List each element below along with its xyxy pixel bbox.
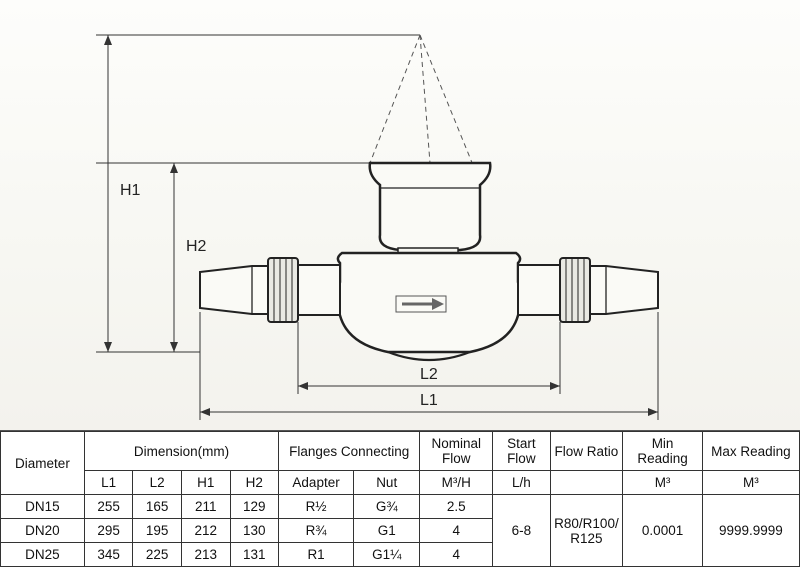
hdr-nominal-flow: Nominal Flow <box>420 432 493 471</box>
hdr-h1: H1 <box>181 471 230 495</box>
cell-start-flow: 6-8 <box>493 495 550 567</box>
cell-h1: 211 <box>181 495 230 519</box>
label-l2: L2 <box>420 366 438 384</box>
cell-diameter: DN25 <box>1 543 85 567</box>
table-row: DN15 255 165 211 129 R½ G¾ 2.5 6-8 R80/R… <box>1 495 800 519</box>
hdr-l1: L1 <box>84 471 133 495</box>
hdr-adapter: Adapter <box>279 471 354 495</box>
label-h2: H2 <box>186 238 206 256</box>
cell-nominal: 2.5 <box>420 495 493 519</box>
hdr-dimension: Dimension(mm) <box>84 432 278 471</box>
cell-max-reading: 9999.9999 <box>702 495 799 567</box>
cell-h2: 129 <box>230 495 279 519</box>
cell-nominal: 4 <box>420 519 493 543</box>
hdr-flow-ratio: Flow Ratio <box>550 432 623 471</box>
cell-diameter: DN15 <box>1 495 85 519</box>
dimension-diagram: H1 H2 L2 L1 <box>0 0 800 431</box>
cell-nominal: 4 <box>420 543 493 567</box>
cell-l1: 255 <box>84 495 133 519</box>
cell-l1: 295 <box>84 519 133 543</box>
cell-h1: 213 <box>181 543 230 567</box>
meter-drawing-svg <box>0 0 800 430</box>
hdr-nut: Nut <box>354 471 420 495</box>
hdr-l2: L2 <box>133 471 182 495</box>
cell-l2: 165 <box>133 495 182 519</box>
hdr-start-flow: Start Flow <box>493 432 550 471</box>
hdr-diameter: Diameter <box>1 432 85 495</box>
label-l1: L1 <box>420 392 438 410</box>
cell-flow-ratio: R80/R100/R125 <box>550 495 623 567</box>
hdr-max-reading: Max Reading <box>702 432 799 471</box>
cell-adapter: R¾ <box>279 519 354 543</box>
hdr-lh: L/h <box>493 471 550 495</box>
hdr-min-reading: Min Reading <box>623 432 702 471</box>
label-h1: H1 <box>120 182 140 200</box>
specs-table: Diameter Dimension(mm) Flanges Connectin… <box>0 431 800 567</box>
cell-l1: 345 <box>84 543 133 567</box>
cell-h1: 212 <box>181 519 230 543</box>
hdr-m3h: M³/H <box>420 471 493 495</box>
cell-diameter: DN20 <box>1 519 85 543</box>
cell-min-reading: 0.0001 <box>623 495 702 567</box>
cell-nut: G¾ <box>354 495 420 519</box>
hdr-m3-max: M³ <box>702 471 799 495</box>
cell-l2: 225 <box>133 543 182 567</box>
cell-nut: G1¼ <box>354 543 420 567</box>
cell-nut: G1 <box>354 519 420 543</box>
hdr-h2: H2 <box>230 471 279 495</box>
cell-h2: 130 <box>230 519 279 543</box>
header-row-2: L1 L2 H1 H2 Adapter Nut M³/H L/h M³ M³ <box>1 471 800 495</box>
hdr-m3-min: M³ <box>623 471 702 495</box>
cell-adapter: R½ <box>279 495 354 519</box>
header-row-1: Diameter Dimension(mm) Flanges Connectin… <box>1 432 800 471</box>
cell-h2: 131 <box>230 543 279 567</box>
cell-l2: 195 <box>133 519 182 543</box>
cell-adapter: R1 <box>279 543 354 567</box>
hdr-flanges: Flanges Connecting <box>279 432 420 471</box>
hdr-ratio-blank <box>550 471 623 495</box>
